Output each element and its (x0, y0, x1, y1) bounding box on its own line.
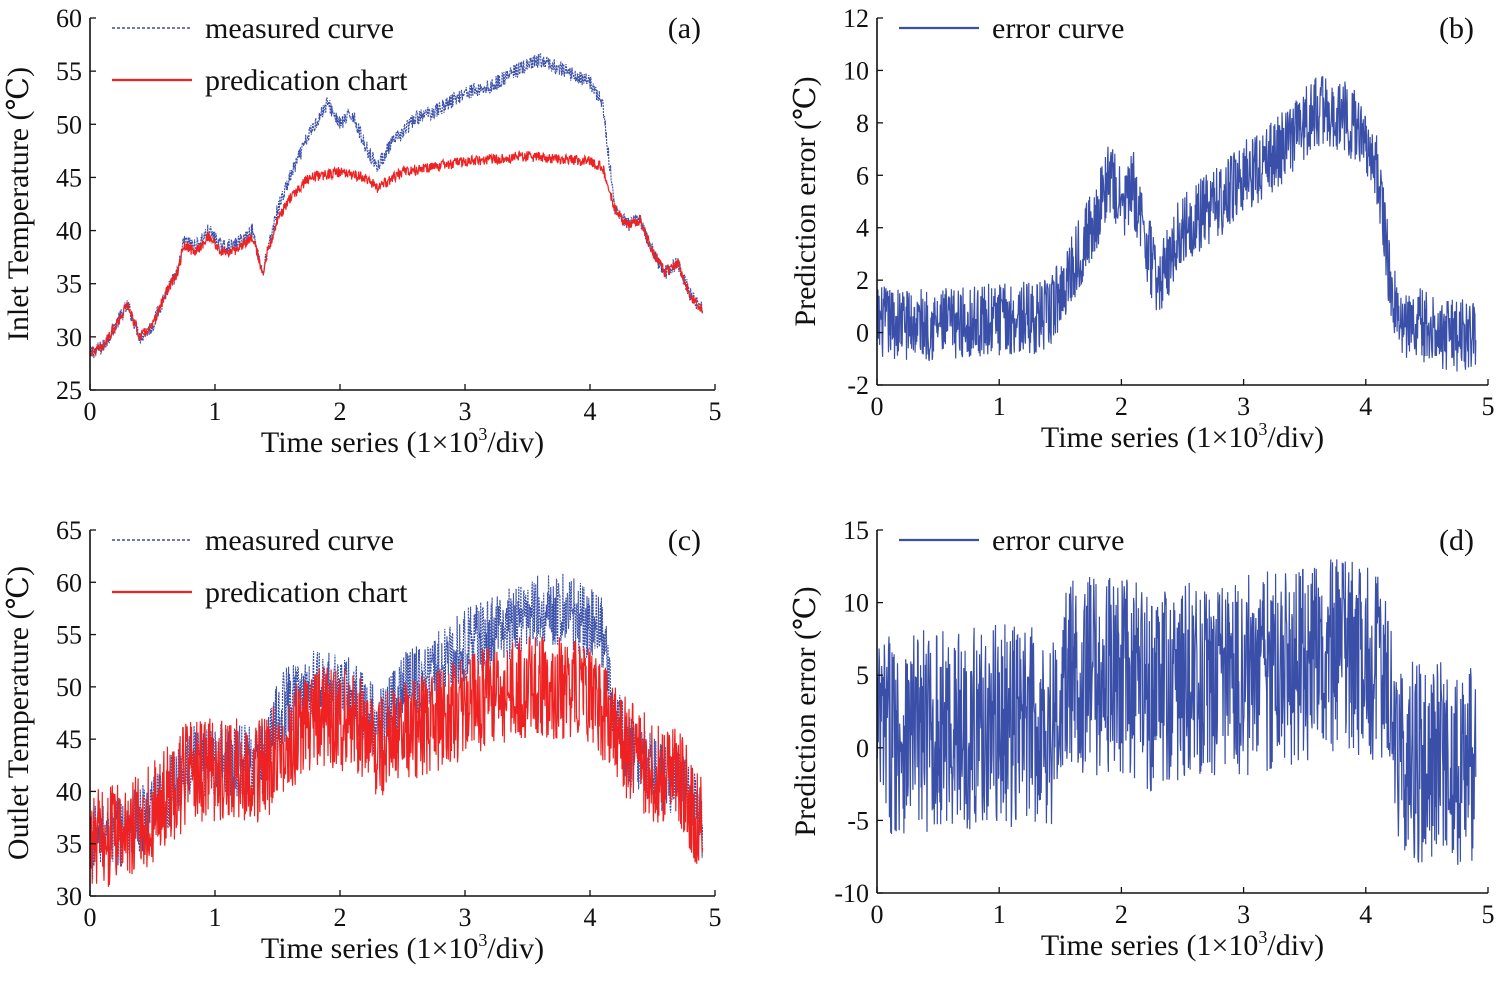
y-tick-label: 10 (843, 56, 869, 85)
series-line-predication-chart (90, 636, 704, 887)
y-tick-label: 60 (56, 568, 82, 597)
y-tick-label: 15 (843, 516, 869, 545)
series-line-error-curve (877, 559, 1477, 865)
panel-tag: (a) (668, 12, 701, 45)
panel-tag: (d) (1439, 524, 1474, 557)
y-tick-label: 35 (56, 830, 82, 859)
y-tick-label: 35 (56, 270, 82, 299)
x-axis-label-main: Time series (1×10 (1041, 421, 1258, 454)
y-tick-label: 30 (56, 323, 82, 352)
y-tick-label: 0 (856, 734, 869, 763)
x-tick-label: 5 (709, 397, 722, 426)
x-tick-label: 0 (84, 397, 97, 426)
y-tick-label: -2 (847, 371, 869, 400)
x-tick-label: 3 (459, 397, 472, 426)
series-group (90, 573, 704, 887)
y-tick-label: 45 (56, 163, 82, 192)
series-line-measured-curve (90, 52, 704, 359)
y-tick-label: 4 (856, 214, 869, 243)
x-axis-label: Time series (1×103/div) (1041, 927, 1324, 962)
x-tick-label: 2 (1115, 900, 1128, 929)
panel-tag: (b) (1439, 12, 1474, 45)
x-tick-label: 4 (584, 397, 597, 426)
y-tick-label: 0 (856, 319, 869, 348)
x-tick-label: 1 (993, 900, 1006, 929)
panel-d: 0 1 2 3 4 5 -10 -5 0 5 10 15 Time series (1×103/div)… (789, 516, 1495, 962)
x-tick-label: 1 (209, 397, 222, 426)
y-tick-label: 50 (56, 110, 82, 139)
x-axis-label-sup: 3 (1258, 927, 1267, 947)
y-tick-label: 25 (56, 376, 82, 405)
x-axis-label-main: Time series (1×10 (1041, 929, 1258, 962)
x-tick-label: 5 (709, 903, 722, 932)
x-tick-label: 4 (1359, 392, 1372, 421)
y-tick-label: 6 (856, 161, 869, 190)
legend-label: measured curve (205, 524, 394, 557)
y-tick-label: 12 (843, 4, 869, 33)
y-axis-label: Prediction error (℃) (789, 76, 822, 326)
y-tick-label: 5 (856, 661, 869, 690)
x-axis-label-unit: /div) (1267, 929, 1324, 962)
x-tick-label: 5 (1482, 392, 1495, 421)
x-tick-label: 2 (334, 903, 347, 932)
x-axis-label-main: Time series (1×10 (261, 932, 478, 965)
x-axis-label-unit: /div) (1267, 421, 1324, 454)
x-axis-label-sup: 3 (478, 930, 487, 950)
x-tick-label: 3 (1237, 900, 1250, 929)
x-axis-label-sup: 3 (1258, 419, 1267, 439)
y-tick-label: 45 (56, 725, 82, 754)
x-axis-label: Time series (1×103/div) (261, 930, 544, 965)
x-tick-label: 1 (993, 392, 1006, 421)
y-tick-label: 2 (856, 266, 869, 295)
x-axis-label-main: Time series (1×10 (261, 426, 478, 459)
y-tick-label: 50 (56, 673, 82, 702)
y-tick-label: 30 (56, 882, 82, 911)
panel-tag: (c) (668, 524, 701, 557)
legend-label: error curve (992, 524, 1124, 557)
x-tick-label: 3 (1237, 392, 1250, 421)
legend-label: predication chart (205, 64, 408, 97)
legend-label: error curve (992, 12, 1124, 45)
x-tick-label: 0 (84, 903, 97, 932)
y-axis-label: Outlet Temperature (℃) (2, 566, 35, 860)
x-tick-label: 2 (334, 397, 347, 426)
y-tick-label: 65 (56, 516, 82, 545)
x-tick-label: 0 (871, 900, 884, 929)
x-axis-label-unit: /div) (487, 426, 544, 459)
y-tick-label: 55 (56, 621, 82, 650)
y-axis-label: Prediction error (℃) (789, 586, 822, 836)
x-axis-label-unit: /div) (487, 932, 544, 965)
legend-label: measured curve (205, 12, 394, 45)
y-tick-label: 40 (56, 217, 82, 246)
x-tick-label: 0 (871, 392, 884, 421)
x-tick-label: 4 (1359, 900, 1372, 929)
series-group (90, 52, 704, 359)
x-tick-label: 5 (1482, 900, 1495, 929)
series-group (877, 559, 1477, 865)
series-line-error-curve (877, 76, 1477, 372)
x-tick-label: 2 (1115, 392, 1128, 421)
y-tick-label: -10 (834, 879, 869, 908)
y-tick-label: 40 (56, 777, 82, 806)
y-axis-label: Inlet Temperature (℃) (2, 67, 35, 341)
x-axis-label-sup: 3 (478, 424, 487, 444)
x-tick-label: 3 (459, 903, 472, 932)
legend-label: predication chart (205, 576, 408, 609)
x-tick-label: 4 (584, 903, 597, 932)
series-group (877, 76, 1477, 372)
x-axis-label: Time series (1×103/div) (261, 424, 544, 459)
series-line-predication-chart (90, 149, 704, 358)
y-tick-label: 60 (56, 4, 82, 33)
y-tick-label: 10 (843, 589, 869, 618)
x-tick-label: 1 (209, 903, 222, 932)
x-axis-label: Time series (1×103/div) (1041, 419, 1324, 454)
y-tick-label: -5 (847, 806, 869, 835)
y-tick-label: 55 (56, 57, 82, 86)
y-tick-label: 8 (856, 109, 869, 138)
